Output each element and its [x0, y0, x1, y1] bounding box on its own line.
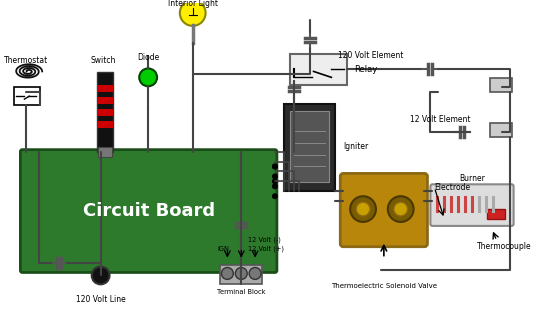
- FancyBboxPatch shape: [340, 173, 427, 247]
- Text: IGN: IGN: [217, 246, 229, 252]
- Circle shape: [394, 202, 408, 216]
- Circle shape: [272, 178, 278, 184]
- Text: Relay: Relay: [354, 65, 377, 74]
- Bar: [97, 121, 113, 128]
- Text: 120 Volt Element: 120 Volt Element: [338, 51, 404, 60]
- Text: 12 Volt (+): 12 Volt (+): [248, 246, 284, 252]
- Text: 120 Volt Line: 120 Volt Line: [76, 295, 125, 304]
- Text: Thermostat: Thermostat: [4, 56, 48, 65]
- Text: Diode: Diode: [137, 52, 159, 61]
- Circle shape: [235, 268, 247, 279]
- Text: 12 Volt Element: 12 Volt Element: [410, 116, 470, 124]
- Circle shape: [92, 267, 109, 284]
- Bar: [284, 104, 336, 191]
- Text: 12 Volt (-): 12 Volt (-): [248, 237, 281, 243]
- Circle shape: [272, 183, 278, 189]
- Bar: [221, 265, 262, 284]
- Bar: [97, 97, 113, 104]
- Circle shape: [180, 0, 206, 26]
- Text: Burner: Burner: [459, 174, 485, 183]
- Text: Igniter: Igniter: [343, 142, 368, 151]
- Text: Electrode: Electrode: [434, 183, 470, 192]
- Bar: [97, 109, 113, 116]
- Text: Switch: Switch: [91, 56, 116, 65]
- Circle shape: [272, 193, 278, 199]
- Circle shape: [388, 196, 414, 222]
- Text: Terminal Block: Terminal Block: [217, 289, 266, 295]
- Circle shape: [222, 268, 233, 279]
- Circle shape: [139, 68, 157, 86]
- Circle shape: [356, 202, 370, 216]
- Bar: [98, 147, 112, 156]
- Bar: [490, 123, 512, 137]
- Bar: [490, 78, 512, 92]
- Text: Circuit Board: Circuit Board: [82, 202, 214, 220]
- Bar: [290, 111, 329, 182]
- Bar: [487, 209, 505, 219]
- Circle shape: [350, 196, 376, 222]
- Text: Interior Light: Interior Light: [168, 0, 218, 8]
- FancyBboxPatch shape: [20, 150, 277, 272]
- Text: Thermoelectric Solenoid Valve: Thermoelectric Solenoid Valve: [331, 283, 437, 289]
- Circle shape: [272, 173, 278, 180]
- Circle shape: [272, 164, 278, 170]
- Circle shape: [272, 164, 278, 170]
- Bar: [14, 87, 40, 105]
- Bar: [290, 53, 347, 85]
- Text: Thermocouple: Thermocouple: [477, 242, 532, 251]
- FancyBboxPatch shape: [431, 184, 514, 226]
- Circle shape: [249, 268, 261, 279]
- Bar: [97, 85, 113, 92]
- Bar: [97, 72, 113, 152]
